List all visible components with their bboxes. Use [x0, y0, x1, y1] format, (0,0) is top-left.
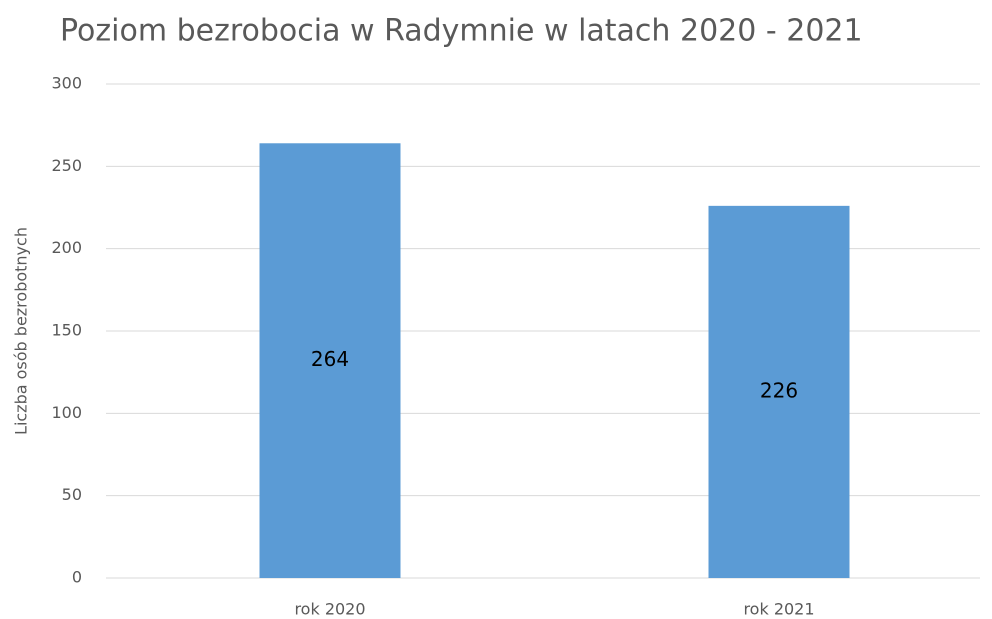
y-tick-label: 150 [51, 321, 82, 340]
data-label: 226 [760, 378, 798, 402]
y-tick-label: 100 [51, 403, 82, 422]
bar [708, 205, 850, 578]
chart-title: Poziom bezrobocia w Radymnie w latach 20… [60, 14, 863, 49]
y-tick-label: 300 [51, 74, 82, 93]
x-tick-label: rok 2020 [294, 600, 365, 619]
y-tick-label: 50 [62, 485, 82, 504]
y-tick-label: 0 [72, 568, 82, 587]
y-tick-label: 200 [51, 238, 82, 257]
y-axis-label: Liczba osób bezrobotnych [12, 227, 31, 435]
data-label: 264 [311, 347, 349, 371]
y-tick-label: 250 [51, 156, 82, 175]
x-tick-label: rok 2021 [743, 600, 814, 619]
bar [259, 143, 401, 578]
